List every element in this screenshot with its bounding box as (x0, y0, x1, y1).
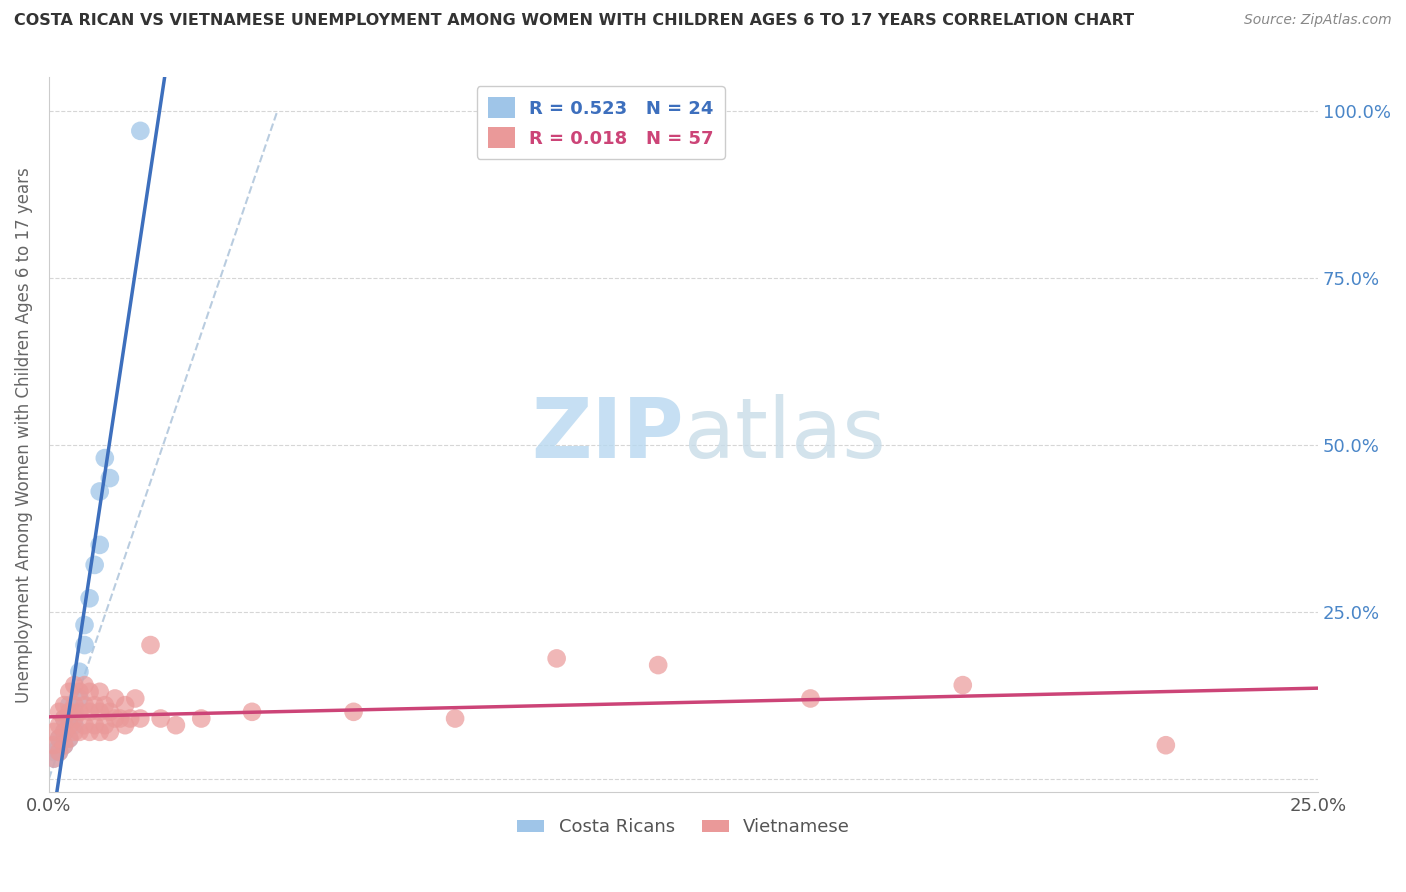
Point (73, 678, 96, 692)
Point (1154, 738, 1177, 752)
Point (63, 678, 86, 692)
Point (73, 698, 96, 713)
Point (67, 665, 90, 679)
Point (129, 712, 152, 726)
Point (67, 705, 90, 719)
Point (104, 712, 127, 726)
Point (53, 712, 76, 726)
Point (53, 712, 76, 726)
Point (546, 651, 568, 665)
Text: atlas: atlas (683, 394, 886, 475)
Point (139, 638, 162, 652)
Text: Source: ZipAtlas.com: Source: ZipAtlas.com (1244, 13, 1392, 28)
Point (79, 724, 101, 739)
Point (48, 731, 70, 746)
Point (952, 678, 974, 692)
Point (53, 738, 76, 752)
Point (48, 731, 70, 746)
Point (647, 658, 669, 673)
Point (48, 718, 70, 732)
Point (444, 712, 467, 726)
Point (42, 751, 65, 765)
Point (58, 705, 80, 719)
Point (63, 698, 86, 713)
Point (342, 705, 364, 719)
Point (58, 731, 80, 746)
Point (190, 712, 212, 726)
Point (114, 718, 136, 732)
Text: COSTA RICAN VS VIETNAMESE UNEMPLOYMENT AMONG WOMEN WITH CHILDREN AGES 6 TO 17 YE: COSTA RICAN VS VIETNAMESE UNEMPLOYMENT A… (14, 13, 1135, 29)
Point (89, 538, 111, 552)
Point (73, 618, 96, 632)
Point (73, 638, 96, 652)
Point (73, 718, 96, 732)
Point (124, 691, 146, 706)
Point (98, 471, 121, 485)
Point (42, 745, 65, 759)
Point (67, 724, 90, 739)
Point (799, 691, 821, 706)
Point (53, 738, 76, 752)
Point (48, 745, 70, 759)
Text: ZIP: ZIP (531, 394, 683, 475)
Point (63, 705, 86, 719)
Point (83, 718, 105, 732)
Point (120, 712, 142, 726)
Point (94, 451, 117, 466)
Point (79, 685, 101, 699)
Point (48, 738, 70, 752)
Point (48, 745, 70, 759)
Point (79, 705, 101, 719)
Point (108, 712, 131, 726)
Point (89, 705, 111, 719)
Point (79, 591, 101, 606)
Point (48, 705, 70, 719)
Point (58, 698, 80, 713)
Point (58, 731, 80, 746)
Point (83, 558, 105, 572)
Point (83, 698, 105, 713)
Point (104, 691, 127, 706)
Point (67, 691, 90, 706)
Point (58, 712, 80, 726)
Y-axis label: Unemployment Among Women with Children Ages 6 to 17 years: Unemployment Among Women with Children A… (15, 167, 32, 703)
Point (165, 718, 187, 732)
Point (53, 724, 76, 739)
Legend: Costa Ricans, Vietnamese: Costa Ricans, Vietnamese (510, 811, 858, 844)
Point (129, 124, 152, 138)
Point (89, 724, 111, 739)
Point (98, 724, 121, 739)
Point (240, 705, 263, 719)
Point (89, 685, 111, 699)
Point (53, 698, 76, 713)
Point (63, 718, 86, 732)
Point (114, 698, 136, 713)
Point (53, 724, 76, 739)
Point (89, 484, 111, 499)
Point (94, 698, 117, 713)
Point (42, 738, 65, 752)
Point (149, 712, 172, 726)
Point (58, 718, 80, 732)
Point (42, 724, 65, 739)
Point (58, 685, 80, 699)
Point (67, 685, 90, 699)
Point (63, 724, 86, 739)
Point (42, 751, 65, 765)
Point (98, 705, 121, 719)
Point (94, 718, 117, 732)
Point (63, 712, 86, 726)
